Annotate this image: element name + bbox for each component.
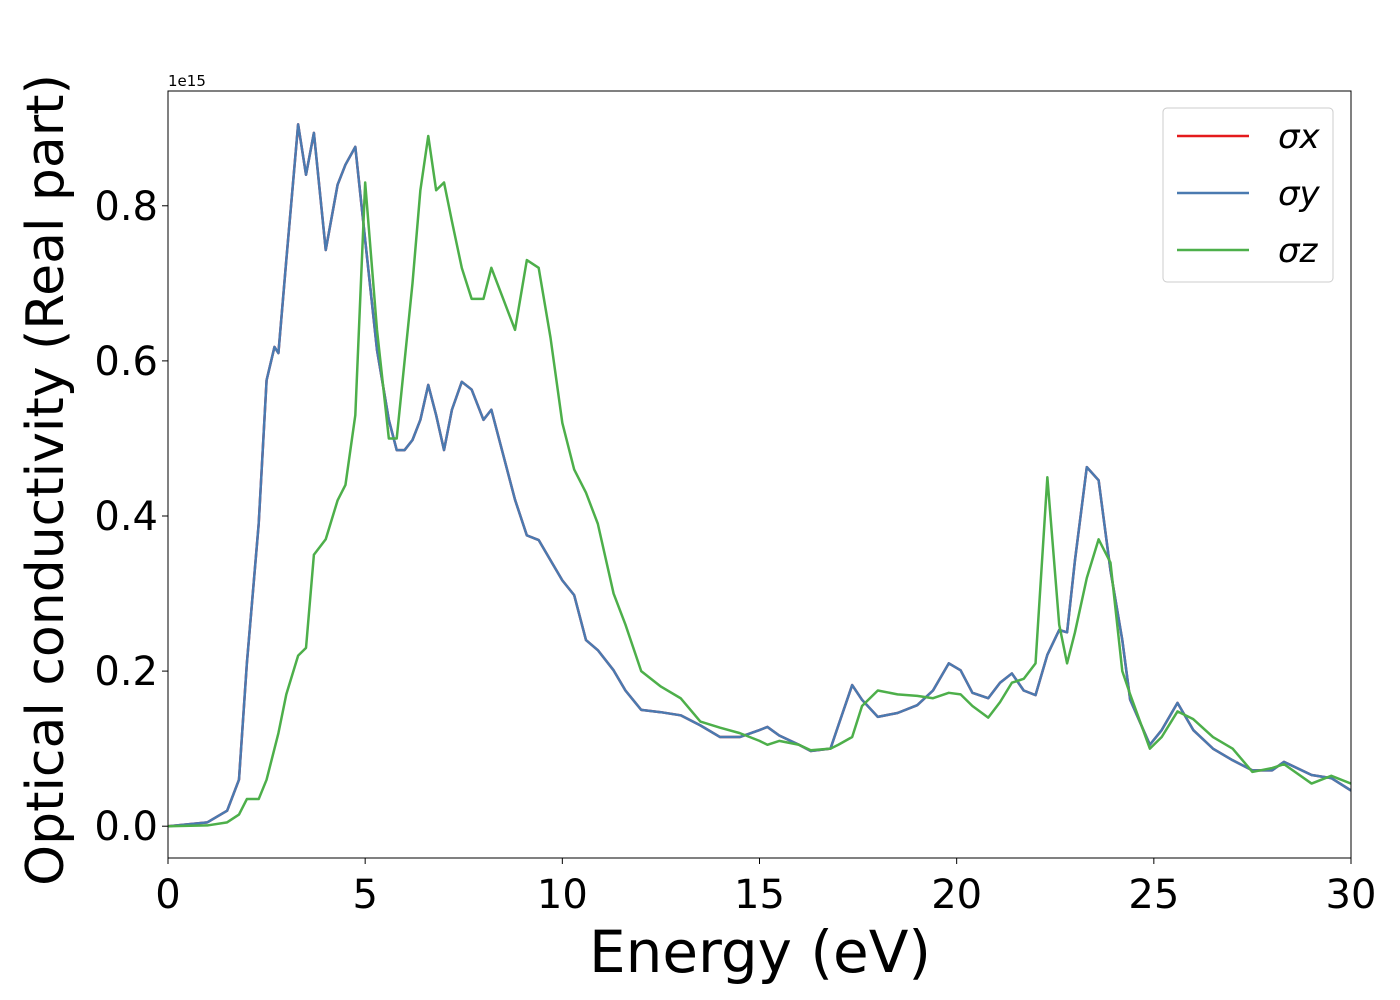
- x-tick-label: 5: [352, 872, 377, 918]
- x-tick-label: 10: [537, 872, 588, 918]
- y-tick-label: 0.4: [94, 494, 158, 540]
- x-tick-label: 25: [1128, 872, 1179, 918]
- plot-frame: [167, 90, 1352, 859]
- x-tick-label: 15: [734, 872, 785, 918]
- x-tick-label: 20: [931, 872, 982, 918]
- y-offset-label: 1e15: [168, 72, 206, 90]
- legend-label: σz: [1278, 231, 1319, 271]
- y-tick-label: 0.6: [94, 339, 158, 385]
- series-line: [168, 123, 1351, 828]
- x-axis-label: Energy (eV): [589, 918, 931, 986]
- series-line: [168, 134, 1351, 828]
- x-tick-label: 30: [1326, 872, 1377, 918]
- y-tick-label: 0.8: [94, 184, 158, 230]
- y-tick-label: 0.0: [94, 804, 158, 850]
- legend-box: [1162, 107, 1334, 283]
- legend-label: σy: [1278, 174, 1321, 214]
- x-tick-label: 0: [155, 872, 180, 918]
- legend-label: σx: [1278, 117, 1321, 157]
- y-axis-label: Optical conductivity (Real part): [16, 74, 76, 886]
- y-tick-label: 0.2: [94, 649, 158, 695]
